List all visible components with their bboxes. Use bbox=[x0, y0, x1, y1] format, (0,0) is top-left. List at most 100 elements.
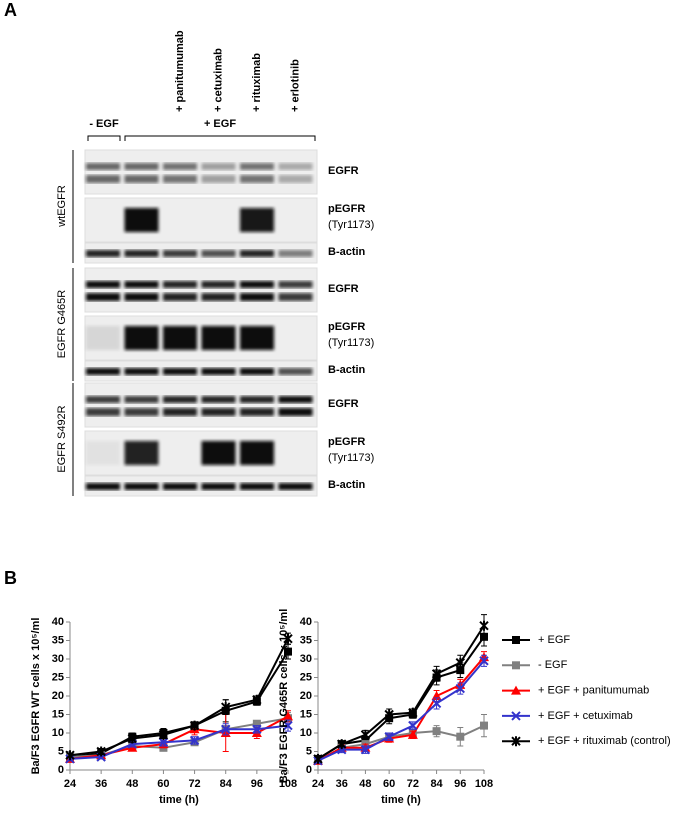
y-tick-label: 15 bbox=[300, 708, 312, 720]
marker bbox=[158, 737, 169, 747]
band bbox=[163, 396, 197, 403]
band bbox=[201, 163, 236, 170]
y-tick-label: 20 bbox=[300, 690, 312, 702]
row-sublabel: (Tyr1173) bbox=[328, 337, 374, 349]
band bbox=[86, 293, 120, 301]
legend-marker bbox=[512, 636, 520, 644]
band bbox=[163, 250, 197, 257]
marker bbox=[189, 720, 200, 731]
marker bbox=[189, 735, 200, 746]
marker bbox=[455, 683, 465, 694]
band bbox=[240, 250, 274, 257]
x-tick-label: 36 bbox=[95, 778, 107, 790]
marker bbox=[479, 620, 489, 631]
band bbox=[86, 483, 120, 490]
panel-label: A bbox=[4, 0, 17, 20]
band bbox=[124, 396, 159, 403]
x-tick-label: 48 bbox=[359, 778, 371, 790]
treatment-label: + erlotinib bbox=[289, 59, 301, 112]
y-tick-label: 35 bbox=[52, 634, 64, 646]
row-label: pEGFR bbox=[328, 321, 365, 333]
y-tick-label: 30 bbox=[300, 653, 312, 665]
marker bbox=[283, 711, 293, 721]
band bbox=[86, 163, 120, 170]
x-tick-label: 84 bbox=[430, 778, 443, 790]
y-tick-label: 25 bbox=[52, 671, 64, 683]
band bbox=[86, 250, 120, 257]
band bbox=[124, 483, 159, 490]
condition-label: - EGF bbox=[89, 118, 119, 130]
band bbox=[201, 368, 236, 375]
x-tick-label: 36 bbox=[336, 778, 348, 790]
band bbox=[278, 281, 313, 288]
band bbox=[240, 163, 274, 170]
x-axis-label: time (h) bbox=[159, 794, 199, 806]
band bbox=[201, 326, 236, 350]
marker bbox=[221, 702, 231, 713]
band bbox=[163, 326, 197, 350]
y-tick-label: 5 bbox=[58, 745, 64, 757]
treatment-label: + rituximab bbox=[251, 53, 263, 112]
y-axis-label: Ba/F3 EGFR WT cells x 10⁵/ml bbox=[30, 618, 42, 775]
marker bbox=[221, 724, 231, 735]
y-tick-label: 25 bbox=[300, 671, 312, 683]
band bbox=[201, 293, 236, 301]
band bbox=[240, 396, 274, 403]
blot-background bbox=[84, 382, 318, 428]
band bbox=[240, 208, 274, 232]
band bbox=[124, 163, 159, 170]
marker bbox=[384, 731, 394, 742]
row-label: pEGFR bbox=[328, 203, 365, 215]
marker bbox=[127, 733, 137, 744]
band bbox=[86, 281, 120, 288]
band bbox=[124, 281, 159, 288]
row-sublabel: (Tyr1173) bbox=[328, 219, 374, 231]
band bbox=[240, 441, 274, 465]
y-tick-label: 40 bbox=[52, 616, 64, 628]
band bbox=[163, 408, 197, 416]
marker bbox=[158, 729, 169, 740]
band bbox=[86, 441, 120, 465]
y-tick-label: 40 bbox=[300, 616, 312, 628]
y-tick-label: 0 bbox=[58, 764, 64, 776]
row-label: pEGFR bbox=[328, 436, 365, 448]
band bbox=[201, 250, 236, 257]
marker bbox=[283, 720, 293, 731]
marker bbox=[431, 668, 442, 679]
series-line bbox=[317, 660, 485, 762]
x-tick-label: 24 bbox=[312, 778, 325, 790]
legend-label: + EGF + cetuximab bbox=[538, 710, 633, 722]
row-sublabel: (Tyr1173) bbox=[328, 452, 374, 464]
marker bbox=[360, 729, 371, 740]
band bbox=[86, 408, 120, 416]
band bbox=[163, 293, 197, 301]
band bbox=[163, 163, 197, 170]
group-label: EGFR S492R bbox=[56, 405, 68, 472]
marker bbox=[337, 739, 347, 750]
x-tick-label: 60 bbox=[157, 778, 169, 790]
series-line bbox=[69, 638, 289, 757]
x-tick-label: 108 bbox=[475, 778, 493, 790]
band bbox=[278, 396, 313, 403]
blot-background bbox=[84, 315, 318, 361]
band bbox=[124, 408, 159, 416]
x-tick-label: 108 bbox=[279, 778, 297, 790]
x-tick-label: 96 bbox=[454, 778, 466, 790]
legend-marker bbox=[511, 685, 521, 695]
legend-label: + EGF bbox=[538, 634, 570, 646]
band bbox=[240, 326, 274, 350]
band bbox=[240, 293, 274, 301]
y-tick-label: 0 bbox=[306, 764, 312, 776]
band bbox=[86, 368, 120, 375]
row-label: EGFR bbox=[328, 398, 359, 410]
marker bbox=[456, 732, 465, 741]
band bbox=[201, 281, 236, 288]
x-tick-label: 72 bbox=[188, 778, 200, 790]
treatment-label: + cetuximab bbox=[212, 48, 224, 112]
marker bbox=[313, 753, 323, 764]
band bbox=[201, 483, 236, 490]
band bbox=[278, 293, 313, 301]
row-label: B-actin bbox=[328, 364, 366, 376]
x-axis-label: time (h) bbox=[381, 794, 421, 806]
legend-label: + EGF + panitumumab bbox=[538, 685, 649, 697]
